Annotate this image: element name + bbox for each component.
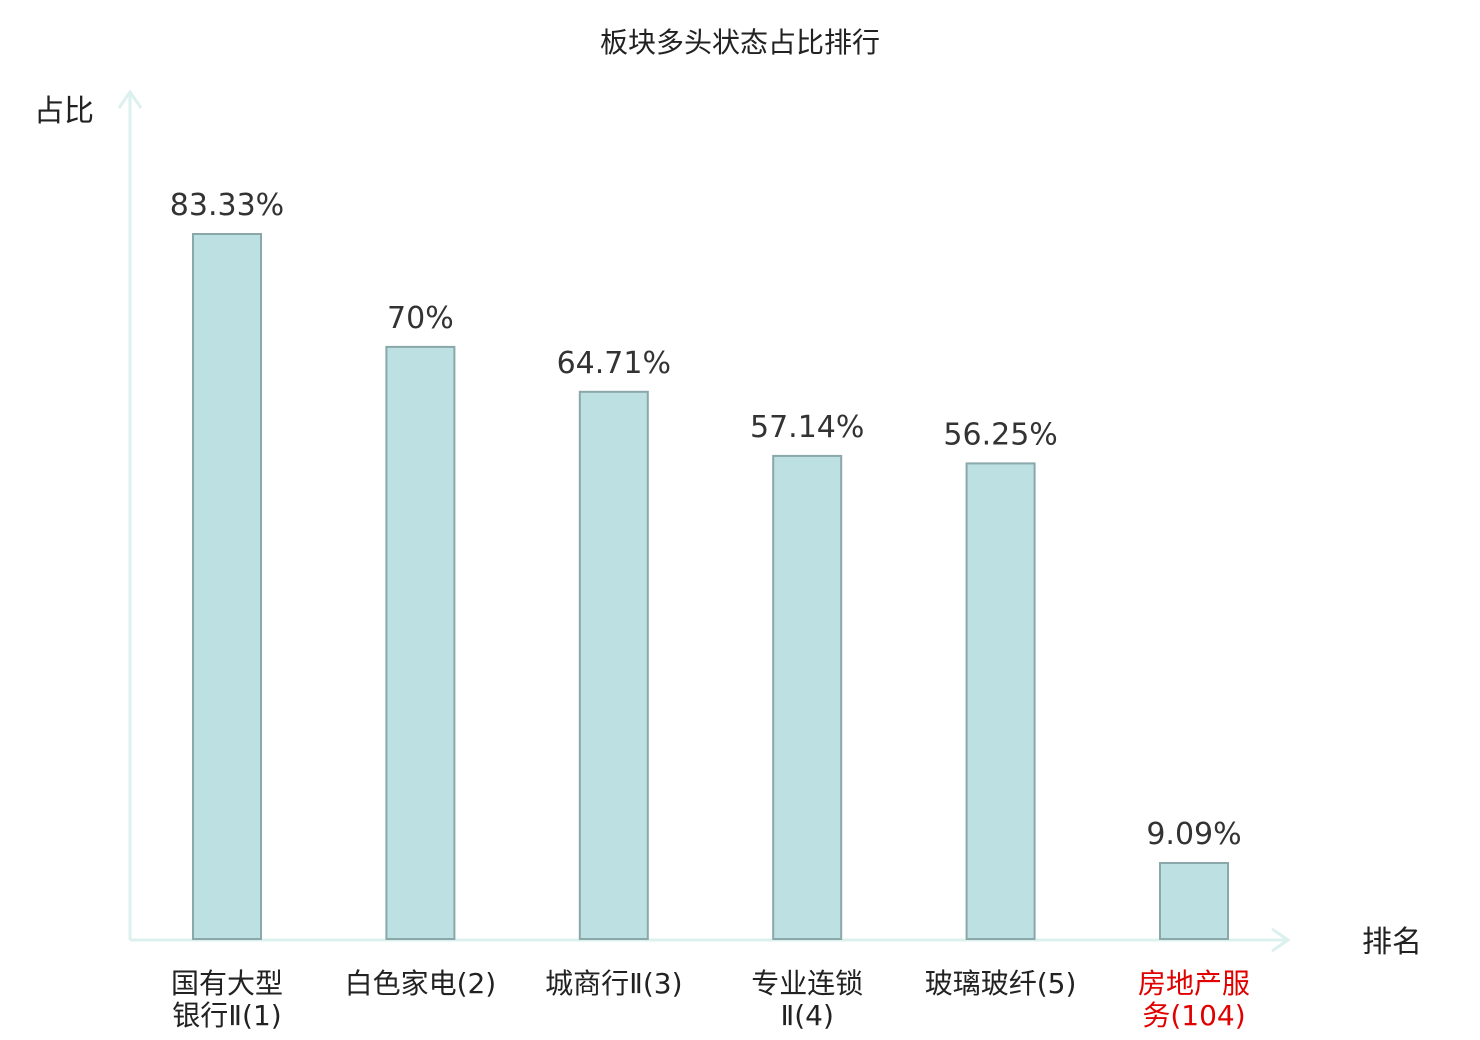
value-label-4: 57.14% [750,410,864,445]
y-axis-label: 占比 [34,94,94,129]
category-labels-group: 国有大型银行Ⅱ(1) 白色家电(2) 城商行Ⅱ(3) 专业连锁 Ⅱ(4) 玻璃玻纤(5) 房… [171,967,1250,1032]
x-axis-label: 排名 [1362,925,1422,960]
value-label-1: 83.33% [170,188,284,223]
category-label-6: 房地产服务(104) [1138,967,1250,1032]
bar-6 [1159,862,1229,940]
value-label-2: 70% [387,301,454,336]
y-axis [117,89,143,940]
bar-4 [772,454,843,940]
value-label-3: 64.71% [557,346,671,381]
category-label-5: 玻璃玻纤(5) [925,967,1077,1000]
category-label-1: 国有大型银行Ⅱ(1) [171,967,283,1032]
value-label-5: 56.25% [943,417,1057,452]
value-labels-group: 83.33% 70% 64.71% 57.14% 56.25% 9.09% [170,188,1242,852]
category-label-3: 城商行Ⅱ(3) [545,967,682,1000]
bar-5 [965,462,1036,940]
x-axis [130,927,1291,953]
chart-title: 板块多头状态占比排行 [600,26,880,59]
category-label-4: 专业连锁 Ⅱ(4) [751,967,863,1032]
category-label-2: 白色家电(2) [345,967,497,1000]
bar-3 [578,390,649,940]
value-label-6: 9.09% [1146,817,1241,852]
bar-2 [385,345,456,940]
bars-group [192,233,1229,940]
bar-1 [192,233,262,940]
